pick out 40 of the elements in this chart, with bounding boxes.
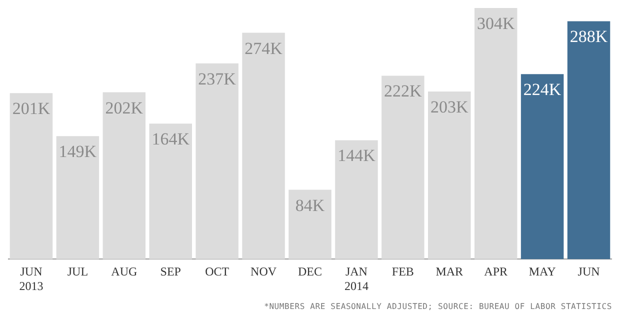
bar — [382, 76, 424, 260]
bar — [567, 21, 610, 260]
data-label: 274K — [244, 38, 284, 58]
data-label: 237K — [198, 69, 237, 88]
bar — [242, 32, 285, 260]
bar — [474, 8, 518, 260]
x-tick-label: NOV — [250, 264, 277, 279]
data-label: 201K — [12, 99, 51, 118]
text: *NUMBERS ARE SEASONALLY ADJUSTED; SOURCE: BUREAU OF LABOR STATISTICS — [263, 302, 612, 311]
x-tick-label: DEC — [298, 264, 322, 279]
x-tick-label: JUN — [578, 264, 600, 279]
data-label: 202K — [105, 98, 144, 118]
x-tick-label: JAN 2014 — [344, 264, 368, 293]
x-tick-label: JUN 2013 — [19, 264, 44, 293]
data-label: 203K — [430, 97, 469, 116]
data-label: 304K — [476, 14, 516, 33]
data-label: 84K — [295, 196, 326, 215]
bar — [102, 92, 146, 260]
bar — [196, 63, 238, 260]
data-label: 144K — [338, 146, 376, 166]
bar — [56, 136, 100, 260]
data-label: 164K — [152, 130, 190, 149]
bar — [10, 93, 53, 260]
bar — [288, 190, 332, 260]
data-label: 224K — [523, 80, 562, 100]
x-tick-label: JUL — [67, 264, 88, 279]
x-tick-label: MAY — [528, 264, 556, 279]
data-label: 288K — [570, 27, 608, 46]
x-tick-label: FEB — [392, 264, 414, 279]
data-label: 222K — [384, 82, 423, 101]
bar — [335, 140, 378, 260]
x-tick-label: MAR — [436, 264, 464, 279]
x-tick-label: OCT — [205, 264, 230, 279]
bar — [428, 91, 471, 260]
x-tick-label: AUG — [111, 264, 138, 279]
x-tick-label: SEP — [160, 264, 182, 279]
data-label: 149K — [58, 142, 98, 162]
bar — [520, 74, 564, 260]
x-tick-label: APR — [484, 264, 508, 279]
bar — [149, 124, 192, 260]
